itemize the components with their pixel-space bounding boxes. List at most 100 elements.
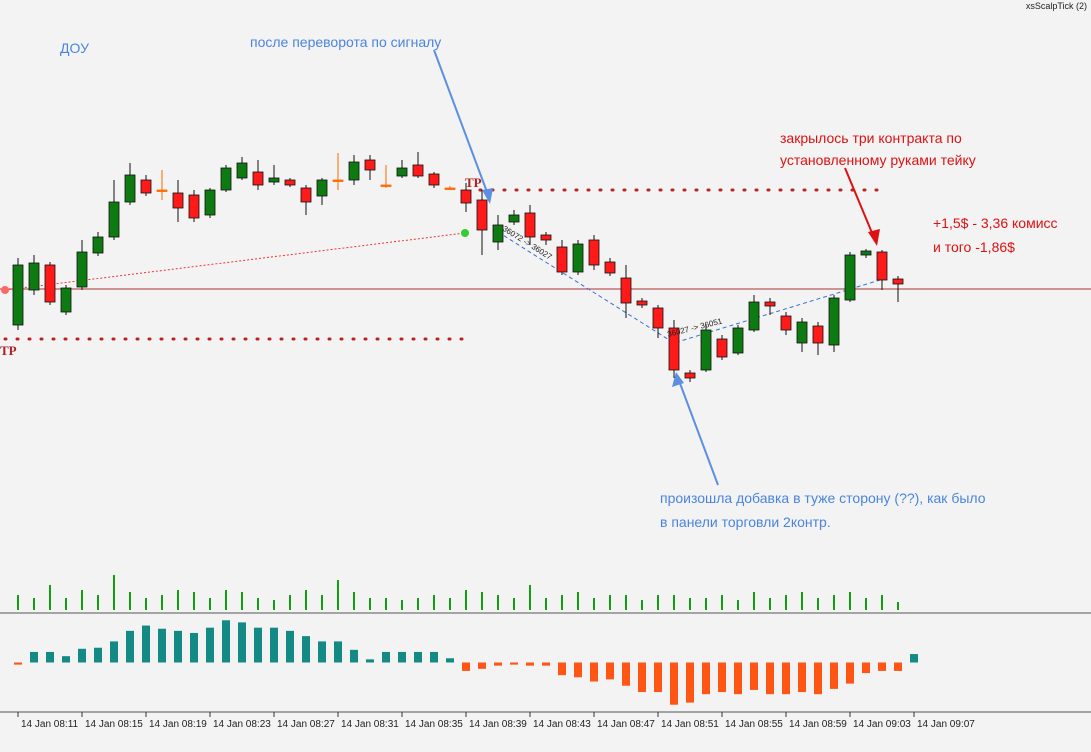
candle-body bbox=[636, 300, 648, 306]
oscillator-bar bbox=[670, 662, 678, 705]
oscillator-bar bbox=[622, 662, 630, 686]
annotation: произошла добавка в тужe сторону (??), к… bbox=[660, 490, 986, 506]
x-tick-label: 14 Jan 08:51 bbox=[661, 719, 719, 730]
oscillator-bar bbox=[382, 651, 390, 663]
oscillator-bar bbox=[526, 662, 534, 666]
candle-body bbox=[108, 201, 120, 238]
arrow bbox=[844, 167, 876, 241]
x-tick-label: 14 Jan 08:15 bbox=[85, 719, 143, 730]
candles bbox=[12, 152, 904, 382]
candle-body bbox=[764, 301, 776, 307]
candle-body bbox=[796, 321, 808, 344]
candle-body bbox=[428, 173, 440, 186]
tp-label: TP bbox=[0, 343, 17, 358]
annotation: после переворота по сигналу bbox=[250, 34, 441, 50]
oscillator-bar bbox=[878, 662, 886, 671]
oscillator-bar bbox=[222, 620, 230, 663]
x-tick-label: 14 Jan 08:39 bbox=[469, 719, 527, 730]
candle-body bbox=[124, 174, 136, 203]
candle-body bbox=[220, 167, 232, 191]
oscillator-bar bbox=[862, 662, 870, 674]
oscillator-bar bbox=[894, 662, 902, 671]
candle-body bbox=[620, 277, 632, 304]
candle-body bbox=[76, 251, 88, 288]
candle-body bbox=[396, 167, 408, 177]
oscillator-bar bbox=[910, 654, 918, 663]
candle-body bbox=[444, 187, 456, 190]
x-tick-label: 14 Jan 08:55 bbox=[725, 719, 783, 730]
oscillator-bar bbox=[814, 662, 822, 695]
candle-body bbox=[780, 315, 792, 331]
candle-body bbox=[348, 161, 360, 181]
annotation: ДОУ bbox=[60, 40, 89, 56]
candle-body bbox=[732, 327, 744, 354]
oscillator-bar bbox=[638, 662, 646, 693]
candle-body bbox=[572, 243, 584, 273]
oscillator-bar bbox=[574, 662, 582, 678]
oscillator-bar bbox=[846, 662, 854, 684]
candle-body bbox=[860, 250, 872, 256]
oscillator-bar bbox=[46, 651, 54, 663]
candle-body bbox=[540, 234, 552, 241]
oscillator-bar bbox=[542, 662, 550, 666]
arrow bbox=[677, 377, 719, 486]
indicator-label: xsScalpTick (2) bbox=[1026, 1, 1087, 11]
oscillator-bar bbox=[190, 632, 198, 663]
candle-body bbox=[60, 287, 72, 313]
candle-body bbox=[492, 224, 504, 243]
candle-body bbox=[44, 264, 56, 303]
candle-body bbox=[508, 214, 520, 223]
oscillator-bar bbox=[286, 630, 294, 663]
oscillator-bar bbox=[654, 662, 662, 693]
candle-body bbox=[844, 254, 856, 301]
oscillator-bar bbox=[478, 662, 486, 669]
annotation: и того -1,86$ bbox=[933, 239, 1015, 255]
oscillator-bar bbox=[254, 627, 262, 663]
oscillator-bar bbox=[62, 656, 70, 663]
trade-marker bbox=[1, 286, 9, 294]
candle-body bbox=[876, 251, 888, 281]
x-tick-label: 14 Jan 08:19 bbox=[149, 719, 207, 730]
candle-body bbox=[332, 179, 344, 182]
candle-body bbox=[204, 189, 216, 216]
annotation: +1,5$ - 3,36 комисс bbox=[933, 215, 1058, 231]
oscillator-bar bbox=[270, 627, 278, 663]
candle-body bbox=[172, 192, 184, 209]
candle-body bbox=[268, 177, 280, 183]
x-tick-label: 14 Jan 09:03 bbox=[853, 719, 911, 730]
candle-body bbox=[12, 264, 24, 326]
candle-body bbox=[700, 329, 712, 371]
oscillator-bar bbox=[750, 662, 758, 690]
candle-body bbox=[364, 159, 376, 171]
candle-body bbox=[380, 184, 392, 187]
x-tick-label: 14 Jan 08:35 bbox=[405, 719, 463, 730]
candle-body bbox=[556, 246, 568, 273]
oscillator-bar bbox=[590, 662, 598, 682]
arrow bbox=[433, 49, 491, 201]
oscillator-bar bbox=[766, 662, 774, 695]
oscillator-bar bbox=[334, 641, 342, 663]
oscillator-bar bbox=[142, 625, 150, 663]
x-tick-label: 14 Jan 08:31 bbox=[341, 719, 399, 730]
oscillator-bar bbox=[30, 651, 38, 663]
x-tick-label: 14 Jan 08:43 bbox=[533, 719, 591, 730]
oscillator-bar bbox=[558, 662, 566, 676]
arrow-head bbox=[482, 188, 493, 204]
arrow-head bbox=[672, 372, 684, 387]
oscillator-bar bbox=[702, 662, 710, 695]
oscillator-bar bbox=[462, 662, 470, 671]
oscillator-bar bbox=[718, 662, 726, 693]
oscillator-bar bbox=[366, 659, 374, 663]
arrow-head bbox=[868, 229, 880, 246]
oscillator-bar bbox=[494, 662, 502, 666]
candle-body bbox=[748, 301, 760, 331]
candle-body bbox=[716, 338, 728, 358]
candle-body bbox=[140, 179, 152, 194]
oscillator-bar bbox=[414, 651, 422, 663]
oscillator-bar bbox=[798, 662, 806, 693]
oscillator-bar bbox=[94, 647, 102, 663]
candle-body bbox=[684, 372, 696, 379]
oscillator-bar bbox=[78, 648, 86, 663]
oscillator-bar bbox=[430, 651, 438, 663]
candle-body bbox=[412, 164, 424, 177]
